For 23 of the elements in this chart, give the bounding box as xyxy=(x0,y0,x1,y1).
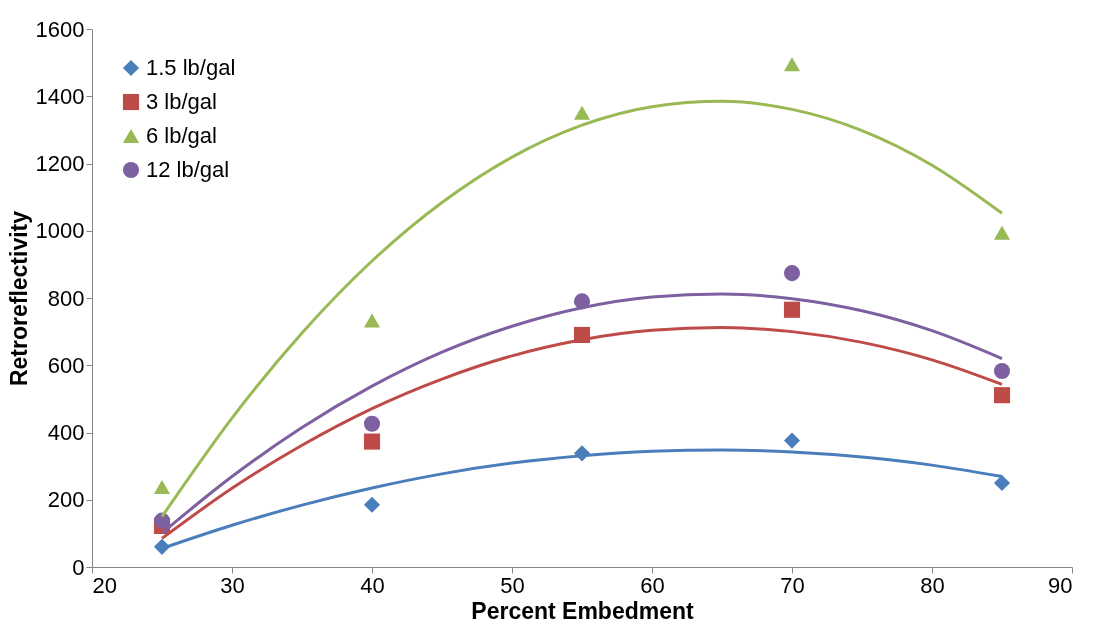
x-tick-label: 70 xyxy=(780,572,805,598)
y-tick-label: 200 xyxy=(47,487,85,513)
y-tick-label: 800 xyxy=(47,285,85,311)
x-tick-label: 30 xyxy=(220,572,245,598)
y-tick-label: 1400 xyxy=(35,83,85,109)
y-tick-label: 400 xyxy=(47,420,85,445)
y-tick-label: 0 xyxy=(72,554,85,580)
x-tick-label: 50 xyxy=(500,572,525,598)
y-tick-label: 1600 xyxy=(35,16,85,42)
x-tick-label: 20 xyxy=(92,572,117,598)
legend-label: 6 lb/gal xyxy=(146,123,217,148)
x-axis-title: Percent Embedment xyxy=(471,597,695,624)
y-tick-label: 600 xyxy=(47,352,85,378)
y-tick-label: 1200 xyxy=(35,151,85,176)
legend-label: 12 lb/gal xyxy=(146,157,230,182)
legend-label: 1.5 lb/gal xyxy=(146,55,236,80)
x-tick-label: 90 xyxy=(1048,572,1073,598)
legend-label: 3 lb/gal xyxy=(146,89,217,114)
y-axis-title: Retroreflectivity xyxy=(5,210,32,387)
x-tick-label: 40 xyxy=(360,572,385,598)
y-tick-label: 1000 xyxy=(35,218,85,244)
x-tick-label: 80 xyxy=(920,572,945,598)
x-tick-label: 60 xyxy=(640,572,665,598)
